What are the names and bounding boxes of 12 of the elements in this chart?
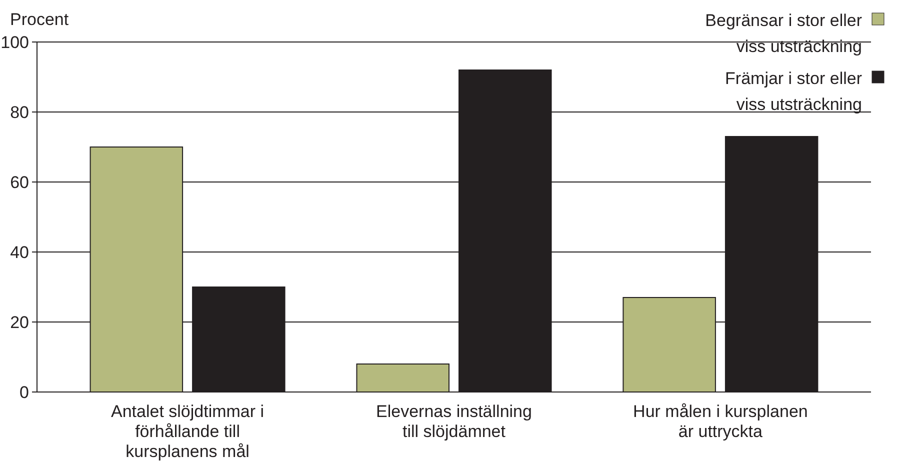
x-tick-label: Antalet slöjdtimmar i förhållande till kursplanens mål	[111, 402, 264, 461]
y-tick-label: 0	[20, 382, 29, 402]
y-tick-label: 40	[10, 242, 29, 262]
x-tick-label: Elevernas inställning till slöjdämnet	[376, 402, 532, 441]
y-tick-label: 20	[10, 312, 29, 332]
y-tick-label: 60	[10, 172, 29, 192]
y-tick-label: 100	[0, 32, 29, 52]
y-tick-label: 80	[10, 102, 29, 122]
legend-label: Begränsar i stor eller viss utsträckning	[705, 10, 862, 56]
x-tick-label: Hur målen i kursplanen är uttryckta	[633, 402, 808, 441]
legend-label: Främjar i stor eller viss utsträckning	[725, 68, 862, 114]
y-axis-title: Procent	[10, 10, 69, 29]
